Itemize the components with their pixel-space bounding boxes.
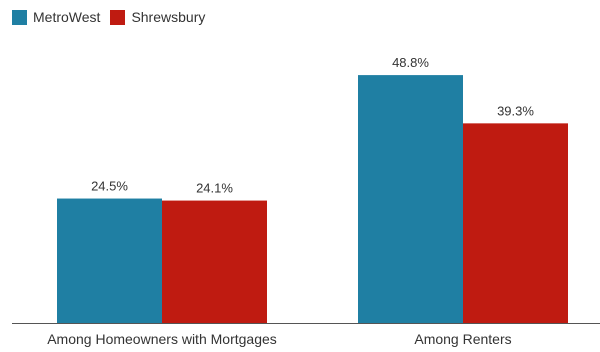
data-label-metrowest-1: 48.8% (392, 55, 429, 70)
legend: MetroWest Shrewsbury (12, 9, 215, 25)
x-tick-label-1: Among Renters (414, 331, 511, 347)
legend-swatch-shrewsbury (110, 9, 126, 25)
bar-shrewsbury-0 (162, 200, 267, 323)
legend-label-metrowest: MetroWest (33, 9, 101, 25)
data-label-shrewsbury-1: 39.3% (497, 103, 534, 118)
data-label-metrowest-0: 24.5% (91, 179, 128, 194)
bar-shrewsbury-1 (463, 123, 568, 323)
legend-label-shrewsbury: Shrewsbury (131, 9, 206, 25)
bar-metrowest-1 (358, 75, 463, 323)
bar-metrowest-0 (57, 198, 162, 323)
x-tick-label-0: Among Homeowners with Mortgages (47, 331, 277, 347)
legend-item-shrewsbury: Shrewsbury (110, 9, 205, 25)
legend-item-metrowest: MetroWest (12, 9, 100, 25)
data-label-shrewsbury-0: 24.1% (196, 181, 233, 196)
legend-swatch-metrowest (12, 9, 27, 25)
